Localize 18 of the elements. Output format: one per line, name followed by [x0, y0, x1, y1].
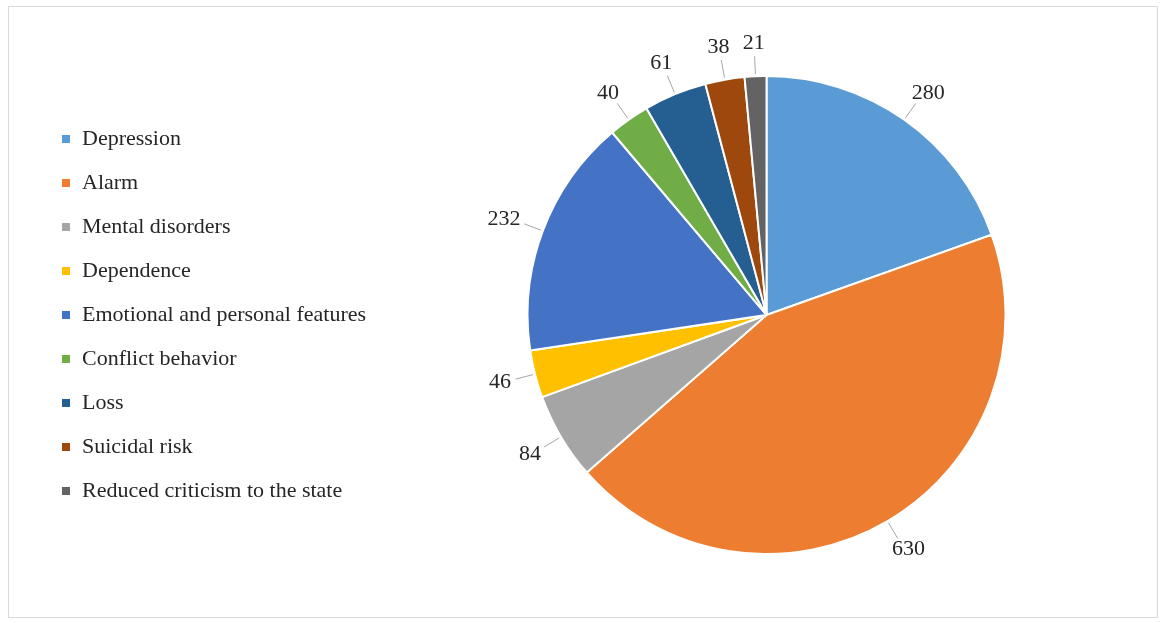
data-label: 232 — [487, 205, 521, 231]
legend-label: Emotional and personal features — [82, 300, 367, 326]
data-label: 61 — [650, 49, 673, 75]
legend-label: Dependence — [82, 256, 191, 282]
data-label: 84 — [519, 439, 541, 465]
legend-label: Conflict behavior — [82, 344, 238, 370]
data-label: 46 — [489, 368, 512, 394]
data-label: 630 — [892, 535, 926, 561]
legend-label: Reduced criticism to the state — [82, 476, 343, 502]
data-label: 38 — [707, 32, 730, 58]
legend-label: Mental disorders — [82, 212, 231, 238]
legend-label: Alarm — [82, 168, 139, 194]
legend-label: Depression — [82, 124, 181, 150]
data-label: 40 — [597, 78, 620, 104]
legend-label: Suicidal risk — [82, 432, 193, 458]
data-label: 21 — [742, 29, 765, 55]
data-label: 280 — [911, 78, 945, 104]
legend-label: Loss — [82, 388, 124, 414]
